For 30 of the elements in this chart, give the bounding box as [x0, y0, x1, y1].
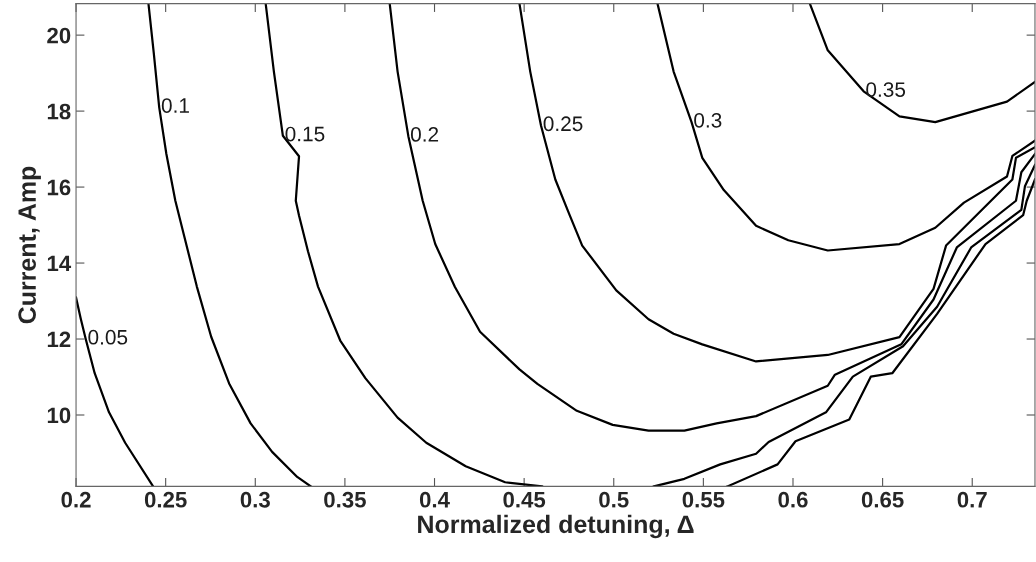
y-tick-label: 12 — [47, 331, 71, 348]
x-tick-label: 0.6 — [778, 491, 808, 508]
line-series — [76, 296, 155, 487]
line-series — [656, 3, 1035, 252]
series-label: 0.2 — [410, 127, 439, 142]
series-label: 0.05 — [88, 329, 128, 345]
x-tick-label: 0.65 — [861, 491, 904, 508]
y-tick-label: 18 — [47, 103, 71, 120]
x-tick-label: 0.55 — [682, 491, 725, 508]
y-axis-title: Current, Amp — [18, 166, 41, 324]
series-label: 0.25 — [543, 116, 583, 132]
series-label: 0.15 — [285, 126, 325, 142]
x-tick-label: 0.25 — [144, 491, 187, 508]
series-label: 0.35 — [866, 82, 906, 97]
series-label: 0.1 — [161, 98, 189, 113]
x-tick-label: 0.45 — [503, 491, 546, 508]
x-tick-label: 0.3 — [240, 491, 270, 508]
line-series — [518, 3, 1035, 363]
x-tick-label: 0.2 — [61, 491, 91, 508]
y-tick-label: 20 — [47, 27, 71, 44]
series-label: 0.3 — [694, 112, 722, 128]
x-axis-title: Normalized detuning, Δ — [418, 514, 694, 539]
y-tick-label: 16 — [47, 179, 71, 196]
x-tick-label: 0.35 — [324, 491, 366, 508]
x-tick-label: 0.4 — [419, 491, 450, 508]
x-tick-label: 0.7 — [957, 491, 987, 508]
y-tick-label: 10 — [47, 407, 71, 424]
line-series — [808, 3, 1035, 124]
x-tick-label: 0.5 — [599, 491, 629, 508]
y-tick-label: 14 — [47, 255, 72, 272]
